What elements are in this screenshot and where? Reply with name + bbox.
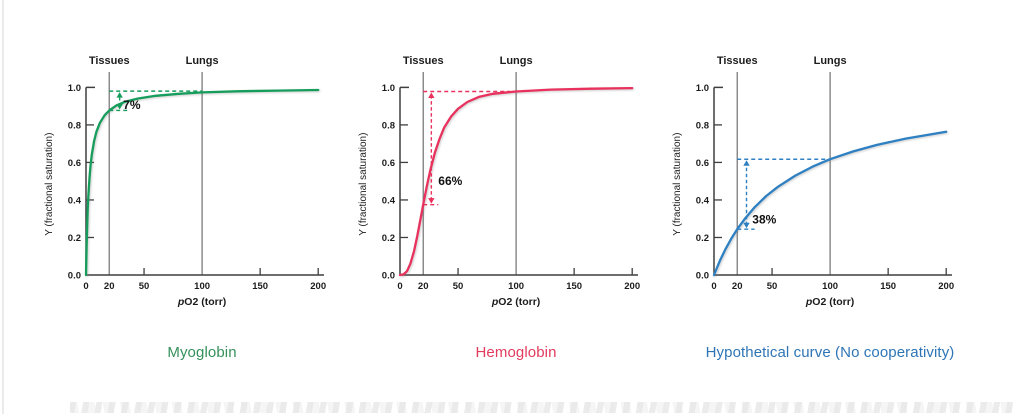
y-tick-label: 0.4: [382, 195, 396, 206]
x-tick-label: 0: [83, 281, 88, 292]
y-tick-label: 1.0: [68, 83, 81, 94]
x-tick-label: 0: [711, 281, 716, 292]
x-tick-label: 100: [508, 281, 524, 292]
curve-caption-myoglobin: Myoglobin: [167, 344, 237, 361]
charts-row: Tissues Lungs 0.0 0.2 0.4 0.6 0.8 1.0 0 20 50 100 15…: [40, 48, 968, 361]
region-label-lungs: Lungs: [500, 55, 533, 67]
x-tick-label: 20: [732, 281, 743, 292]
region-label-lungs: Lungs: [186, 55, 219, 67]
x-tick-label: 200: [938, 281, 954, 292]
x-tick-label: 100: [822, 281, 838, 292]
arrowhead-up: [743, 160, 750, 166]
y-tick-label: 0.8: [382, 120, 395, 131]
x-axis-label: pO2 (torr): [177, 296, 226, 308]
saturation-curve: [84, 88, 320, 277]
x-tick-label: 150: [880, 281, 896, 292]
y-tick-label: 0.8: [696, 120, 709, 131]
y-tick-label: 0.2: [696, 233, 709, 244]
delta-label: 38%: [752, 213, 776, 227]
saturation-curve: [712, 130, 948, 277]
y-tick-label: 1.0: [696, 83, 709, 94]
y-axis-label: Y (fractional saturation): [672, 133, 683, 236]
y-tick-label: 0.6: [696, 158, 709, 169]
hypothetical-chart: Tissues Lungs 0.0 0.2 0.4 0.6 0.8 1.0 0 20 50 100 15…: [672, 55, 954, 308]
arrowhead-down: [116, 103, 123, 110]
x-tick-label: 150: [566, 281, 582, 292]
x-tick-label: 100: [194, 281, 210, 292]
x-tick-label: 20: [104, 281, 115, 292]
saturation-curve: [398, 86, 634, 277]
region-label-tissues: Tissues: [403, 55, 444, 67]
region-label-lungs: Lungs: [814, 55, 847, 67]
y-tick-label: 0.4: [696, 195, 710, 206]
x-axis-label: pO2 (torr): [805, 296, 854, 308]
x-tick-label: 150: [252, 281, 268, 292]
x-tick-label: 50: [139, 281, 150, 292]
region-label-tissues: Tissues: [717, 55, 758, 67]
arrowhead-up: [428, 92, 435, 99]
y-tick-label: 0.8: [68, 120, 81, 131]
x-tick-label: 200: [624, 281, 640, 292]
curve-caption-hypothetical: Hypothetical curve (No cooperativity): [705, 344, 955, 361]
y-tick-label: 0.6: [382, 158, 395, 169]
arrowhead-down: [743, 222, 750, 229]
myoglobin-chart: Tissues Lungs 0.0 0.2 0.4 0.6 0.8 1.0 0 20 50 100 15…: [44, 55, 326, 308]
y-tick-label: 0.6: [68, 158, 81, 169]
y-tick-label: 0.0: [696, 271, 709, 282]
delta-label: 66%: [438, 174, 462, 188]
y-tick-label: 0.0: [382, 271, 395, 282]
y-axis-label: Y (fractional saturation): [358, 133, 369, 236]
myoglobin-figure: Tissues Lungs 0.0 0.2 0.4 0.6 0.8 1.0 0 20 50 100 15…: [40, 48, 340, 361]
y-tick-label: 0.4: [68, 195, 82, 206]
delta-label: 7%: [123, 98, 141, 112]
y-tick-label: 0.2: [382, 233, 395, 244]
hemoglobin-chart: Tissues Lungs 0.0 0.2 0.4 0.6 0.8 1.0 0 20 50 100 15…: [358, 55, 640, 308]
curve-caption-hemoglobin: Hemoglobin: [475, 344, 557, 361]
torn-edge-pattern: [70, 402, 1014, 413]
y-axis-label: Y (fractional saturation): [44, 133, 55, 236]
x-tick-label: 50: [453, 281, 464, 292]
y-tick-label: 0.2: [68, 233, 81, 244]
hypothetical-figure: Tissues Lungs 0.0 0.2 0.4 0.6 0.8 1.0 0 20 50 100 15…: [668, 48, 968, 361]
x-tick-label: 200: [310, 281, 326, 292]
x-tick-label: 20: [418, 281, 429, 292]
x-tick-label: 0: [397, 281, 402, 292]
y-tick-label: 1.0: [382, 83, 395, 94]
hemoglobin-figure: Tissues Lungs 0.0 0.2 0.4 0.6 0.8 1.0 0 20 50 100 15…: [354, 48, 654, 361]
arrowhead-down: [428, 198, 435, 204]
y-tick-label: 0.0: [68, 271, 81, 282]
x-axis-label: pO2 (torr): [491, 296, 540, 308]
arrowhead-up: [116, 92, 123, 98]
region-label-tissues: Tissues: [89, 55, 130, 67]
slide-left-edge-line: [2, 0, 4, 414]
x-tick-label: 50: [767, 281, 778, 292]
